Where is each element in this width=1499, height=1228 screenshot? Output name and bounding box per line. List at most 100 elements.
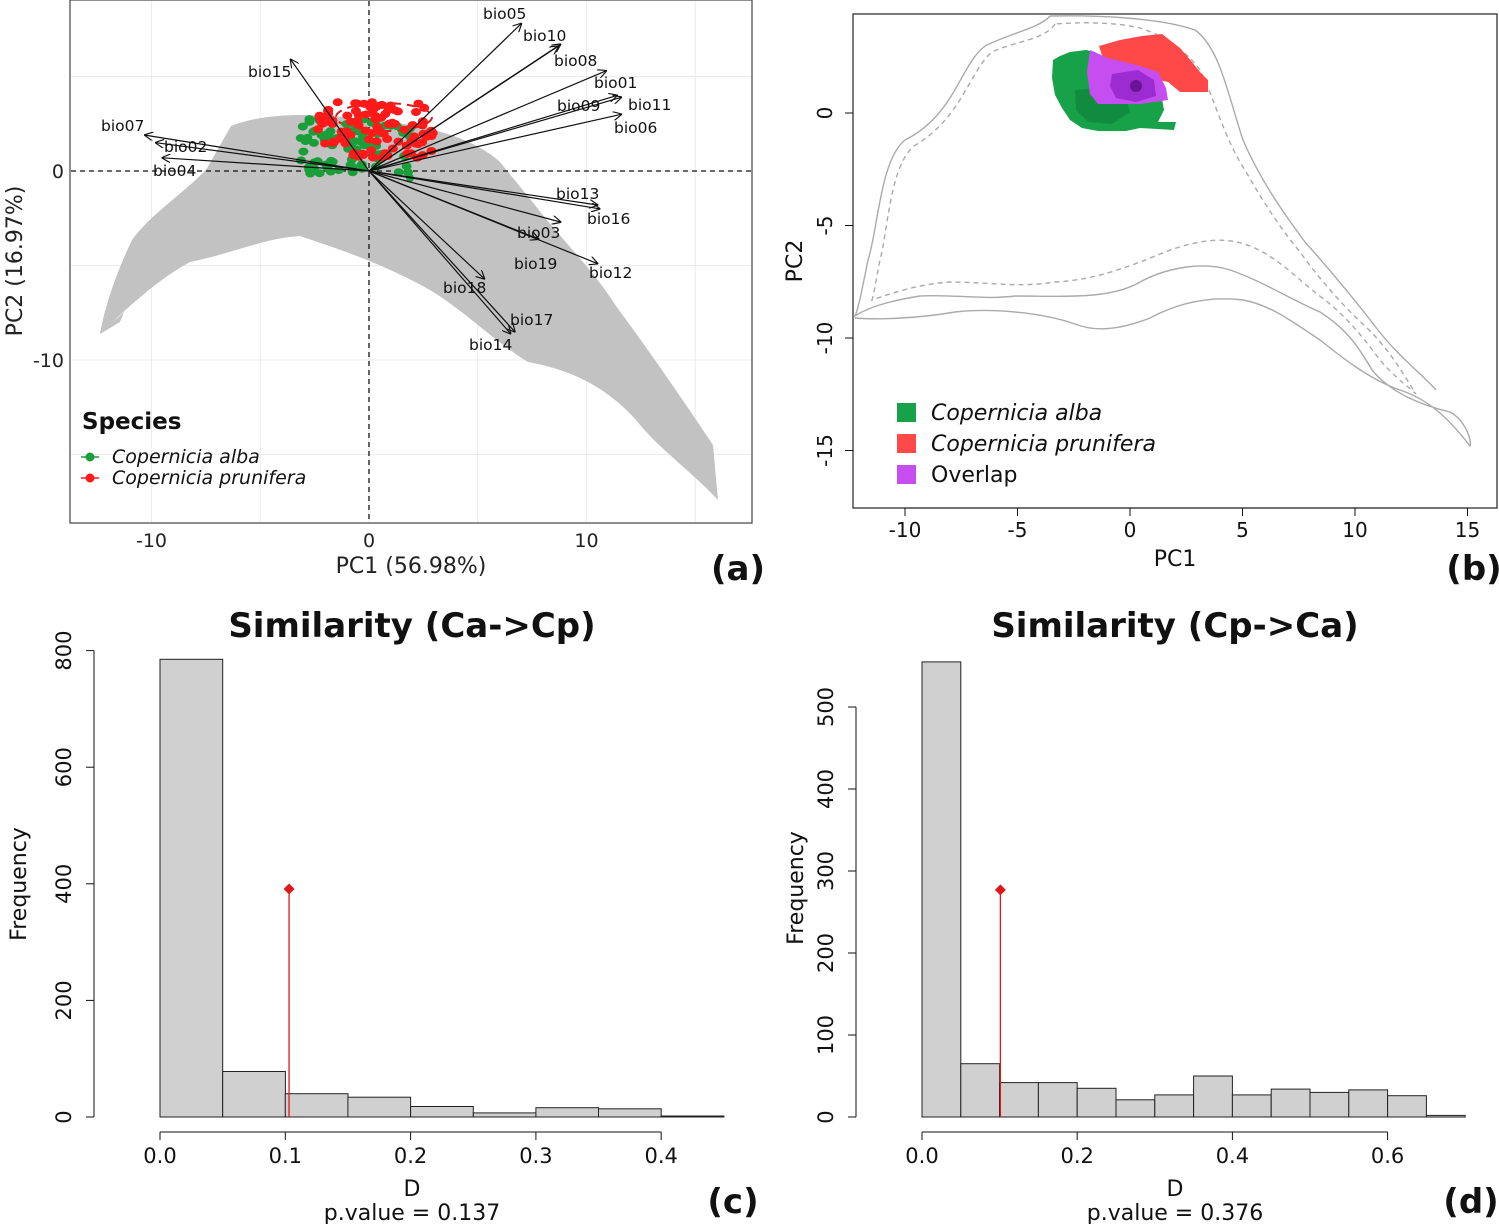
hist-bar (999, 1082, 1039, 1118)
legend-label-prunifera: Copernicia prunifera (112, 467, 306, 489)
point-prunifera (364, 135, 374, 144)
hist-x-tick-label: 0.4 (1216, 1144, 1249, 1168)
point-prunifera (352, 116, 363, 125)
niche-heatmap (1052, 34, 1208, 131)
point-alba (393, 168, 404, 177)
arrow-label-bio12: bio12 (589, 264, 632, 282)
niche-x-tick-label: 5 (1236, 518, 1249, 542)
legend-swatch-prunifera-niche (897, 434, 916, 453)
hist-x-tick-label: 0.3 (519, 1144, 552, 1168)
point-prunifera (371, 137, 382, 146)
point-alba (325, 167, 336, 176)
hist-bar (159, 658, 224, 1118)
hist-x-tick-label: 0.4 (644, 1144, 677, 1168)
hist-x-tick-label: 0.0 (143, 1144, 176, 1168)
hist-bar (284, 1093, 349, 1118)
arrow-label-bio13: bio13 (556, 185, 599, 203)
environment-contours (853, 15, 1472, 448)
arrow-label-bio01: bio01 (594, 74, 637, 92)
point-prunifera (323, 105, 334, 114)
niche-y-tick-label: 0 (813, 107, 837, 120)
hist-bar (960, 1063, 1001, 1118)
hist-bar (1154, 1094, 1195, 1118)
pca-y-axis-label: PC2 (16.97%) (3, 186, 28, 337)
hist-x-tick-label: 0.1 (269, 1144, 302, 1168)
point-alba (304, 117, 315, 126)
hist-y-tick-label: 600 (52, 747, 76, 787)
niche-y-tick-label: -5 (813, 216, 837, 236)
niche-y-tick-label: -10 (813, 322, 837, 355)
hist-bar (410, 1106, 474, 1118)
arrow-label-bio14: bio14 (469, 336, 512, 354)
hist-bar (598, 1108, 662, 1118)
point-prunifera (383, 106, 394, 114)
pca-y-tick-label: 0 (52, 161, 64, 183)
hist-bar (1193, 1075, 1233, 1118)
point-prunifera (368, 153, 379, 162)
arrow-bio02 (156, 143, 370, 172)
hist-d-pvalue: p.value = 0.376 (1087, 1201, 1263, 1224)
hist-bar (1037, 1082, 1078, 1118)
arrow-label-bio07: bio07 (101, 117, 144, 135)
point-alba (355, 137, 366, 146)
point-prunifera (332, 98, 343, 107)
pca-y-tick-label: -10 (33, 350, 64, 372)
hist-bar (1231, 1094, 1272, 1118)
hist-y-tick-label: 0 (52, 1110, 76, 1123)
hist-c-title: Similarity (Ca->Cp) (228, 606, 595, 646)
hist-x-tick-label: 0.2 (1060, 1144, 1093, 1168)
hist-c-y-axis-label: Frequency (7, 827, 32, 941)
pca-tick-labels: -10 0 10 0 -10 (33, 161, 599, 552)
point-prunifera (348, 151, 359, 160)
hist-bar (921, 661, 962, 1118)
arrow-bio07 (145, 135, 370, 172)
hist-d-plot: 0.0 0.2 0.4 0.6 0 100 200 300 400 500 (814, 661, 1466, 1168)
point-prunifera (399, 125, 410, 134)
arrow-label-bio08: bio08 (554, 52, 597, 70)
arrow-label-bio10: bio10 (523, 27, 566, 45)
niche-x-tick-label: 15 (1455, 518, 1480, 542)
arrow-label-bio02: bio02 (164, 138, 207, 156)
arrow-bio19 (368, 170, 539, 239)
point-prunifera (341, 127, 352, 136)
hist-x-tick-label: 0.6 (1371, 1144, 1404, 1168)
point-alba (302, 133, 313, 142)
niche-x-tick-label: 0 (1124, 518, 1137, 542)
observed-marker (283, 883, 295, 895)
pca-x-tick-label: 10 (574, 530, 598, 552)
hist-d-title: Similarity (Cp->Ca) (991, 606, 1358, 646)
niche-prunifera (1099, 34, 1208, 92)
panel-a: bio05 bio10 bio08 bio15 bio01 bio09 bio11 bio06… (3, 0, 765, 589)
arrow-label-bio06: bio06 (614, 119, 657, 137)
point-prunifera (426, 132, 437, 141)
panel-label-c: (c) (707, 1182, 758, 1222)
hist-y-tick-label: 100 (814, 1015, 838, 1055)
hist-bar (1115, 1099, 1156, 1118)
point-prunifera (382, 135, 393, 143)
pca-background-cloud (100, 115, 718, 501)
panel-label-b: (b) (1446, 549, 1499, 589)
niche-legend: Copernicia alba Copernicia prunifera Ove… (897, 401, 1156, 488)
hist-d-x-axis-label: D (1167, 1177, 1184, 1202)
legend-swatch-overlap (897, 465, 916, 484)
hist-y-tick-label: 300 (814, 851, 838, 891)
panel-label-d: (d) (1443, 1182, 1498, 1222)
arrow-bio01 (368, 71, 606, 172)
niche-overlap-peak (1130, 80, 1142, 92)
point-prunifera (367, 98, 378, 107)
legend-label-overlap: Overlap (931, 463, 1017, 488)
point-prunifera (375, 127, 386, 136)
point-prunifera (366, 146, 377, 155)
arrow-label-bio09: bio09 (557, 97, 600, 115)
point-alba (308, 138, 319, 147)
hist-bar (222, 1071, 286, 1118)
point-alba (401, 162, 412, 171)
point-prunifera (380, 149, 391, 158)
legend-label-alba: Copernicia alba (112, 446, 260, 468)
niche-x-axis-label: PC1 (1154, 547, 1197, 572)
arrow-bio16 (368, 170, 600, 209)
arrow-bio08 (368, 46, 558, 172)
point-alba (298, 147, 309, 156)
hist-y-tick-label: 800 (52, 631, 76, 671)
hist-c-pvalue: p.value = 0.137 (324, 1201, 500, 1224)
